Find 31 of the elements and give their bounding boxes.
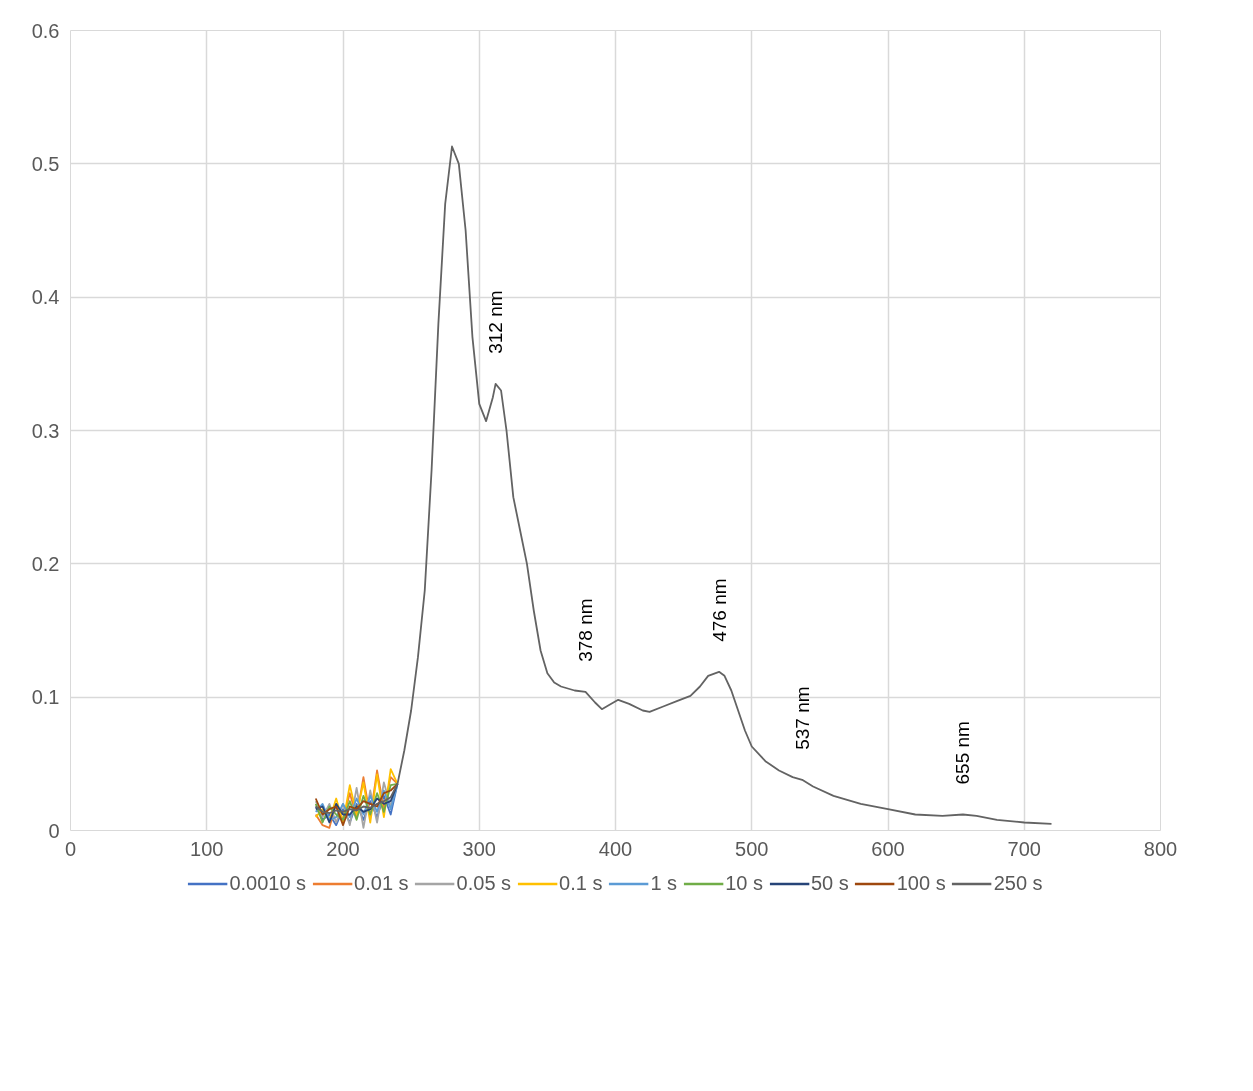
annotation: 476 nm (708, 578, 730, 642)
legend-label: 10 s (725, 871, 763, 895)
legend-label: 0.1 s (559, 871, 603, 895)
y-tick-label: 0 (48, 819, 60, 842)
x-tick-label: 300 (462, 837, 496, 860)
x-tick-label: 700 (1007, 837, 1041, 860)
legend-label: 100 s (896, 871, 946, 895)
y-tick-label: 0.1 (31, 686, 60, 709)
legend-label: 0.05 s (456, 871, 512, 895)
line-series (314, 145, 1053, 825)
annotation: 378 nm (575, 598, 597, 662)
y-tick-label: 0.2 (31, 552, 60, 575)
legend-label: 1 s (650, 871, 678, 895)
y-tick-label: 0.4 (31, 286, 60, 309)
annotation: 655 nm (952, 721, 974, 785)
x-tick-label: 100 (190, 837, 224, 860)
y-tick-label: 0.3 (31, 419, 60, 442)
annotation: 537 nm (791, 686, 813, 750)
x-tick-label: 0 (64, 837, 77, 860)
legend-label: 0.0010 s (229, 871, 307, 895)
y-tick-label: 0.6 (31, 19, 60, 42)
legend-label: 50 s (810, 871, 849, 895)
x-tick-label: 200 (326, 837, 360, 860)
legend-label: 0.01 s (354, 871, 409, 895)
legend-label: 250 s (993, 871, 1043, 895)
y-tick-label: 0.5 (31, 152, 60, 175)
x-tick-label: 500 (735, 837, 769, 860)
x-tick-label: 800 (1143, 837, 1178, 860)
x-tick-label: 600 (871, 837, 905, 860)
x-tick-label: 400 (598, 837, 633, 860)
annotation: 312 nm (485, 290, 507, 354)
